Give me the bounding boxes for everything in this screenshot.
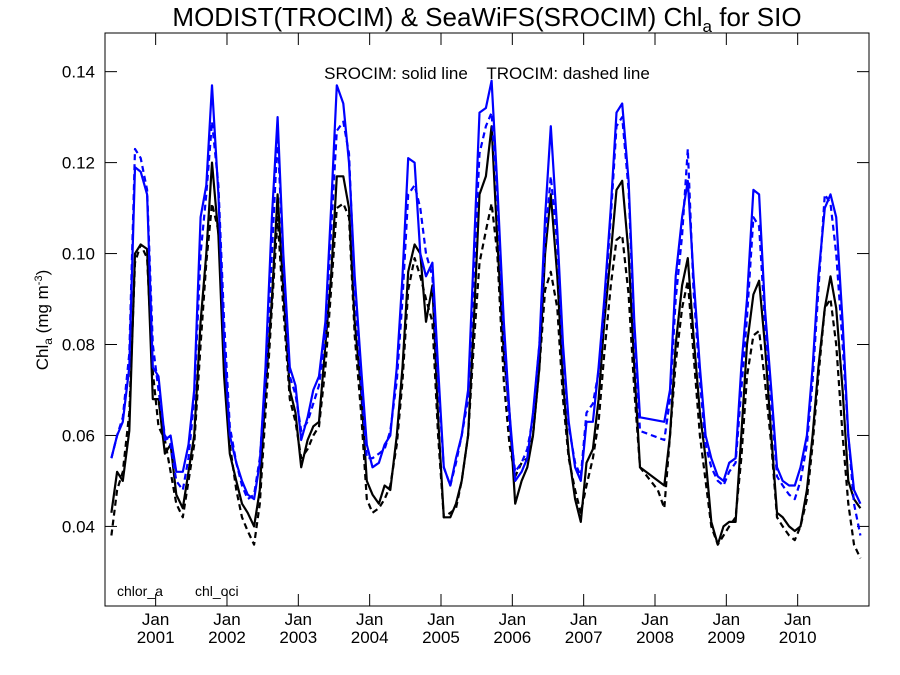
chart-title: MODIST(TROCIM) & SeaWiFS(SROCIM) Chla fo… <box>172 2 801 36</box>
chart-title-subscript: a <box>703 17 713 36</box>
x-tick-label-year: 2006 <box>493 628 531 647</box>
y-axis-label-subscript: a <box>41 338 55 345</box>
x-tick-label-month: Jan <box>641 610 668 629</box>
chlor_a-dashed-line <box>110 202 862 559</box>
y-tick-label: 0.04 <box>62 517 95 536</box>
x-tick-label-year: 2010 <box>779 628 817 647</box>
x-tick-label-year: 2002 <box>208 628 246 647</box>
x-tick-label-year: 2005 <box>422 628 460 647</box>
x-tick-label-month: Jan <box>570 610 597 629</box>
y-tick-label: 0.06 <box>62 426 95 445</box>
x-tick-label-month: Jan <box>784 610 811 629</box>
y-axis-label: Chla (mg m-3) <box>33 270 55 371</box>
y-tick-label: 0.12 <box>62 154 95 173</box>
x-tick-label-year: 2008 <box>636 628 674 647</box>
x-tick-label-month: Jan <box>285 610 312 629</box>
y-axis-label-unit-close: ) <box>33 270 52 276</box>
chart-title-suffix: for SIO <box>712 2 802 32</box>
x-tick-label-month: Jan <box>142 610 169 629</box>
legend-item-chl-oci: chl_oci <box>195 583 239 599</box>
x-tick-label-month: Jan <box>499 610 526 629</box>
legend-item-chlor-a: chlor_a <box>117 583 163 599</box>
x-tick-label-month: Jan <box>427 610 454 629</box>
chl_oci-dashed-line <box>110 111 862 536</box>
x-tick-label-year: 2007 <box>565 628 603 647</box>
x-tick-label-month: Jan <box>356 610 383 629</box>
chart-annotation: SROCIM: solid line TROCIM: dashed line <box>324 64 650 83</box>
x-axis: Jan2001Jan2002Jan2003Jan2004Jan2005Jan20… <box>137 33 817 647</box>
y-tick-label: 0.10 <box>62 245 95 264</box>
x-tick-label-month: Jan <box>213 610 240 629</box>
y-axis-label-superscript: -3 <box>33 275 45 285</box>
plot-area <box>110 79 862 559</box>
y-axis-label-unit-open: (mg m <box>33 285 52 338</box>
y-tick-label: 0.08 <box>62 336 95 355</box>
legend: chlor_a chl_oci <box>117 583 239 599</box>
y-axis-label-main: Chl <box>33 345 52 371</box>
x-tick-label-year: 2003 <box>279 628 317 647</box>
y-tick-label: 0.14 <box>62 63 95 82</box>
x-tick-label-month: Jan <box>713 610 740 629</box>
x-tick-label-year: 2001 <box>137 628 175 647</box>
x-tick-label-year: 2004 <box>351 628 389 647</box>
x-tick-label-year: 2009 <box>707 628 745 647</box>
y-axis: 0.04 0.06 0.08 0.10 0.12 0.14 <box>62 63 869 536</box>
plot-frame <box>104 32 870 607</box>
chart-title-main: MODIST(TROCIM) & SeaWiFS(SROCIM) Chl <box>172 2 702 32</box>
